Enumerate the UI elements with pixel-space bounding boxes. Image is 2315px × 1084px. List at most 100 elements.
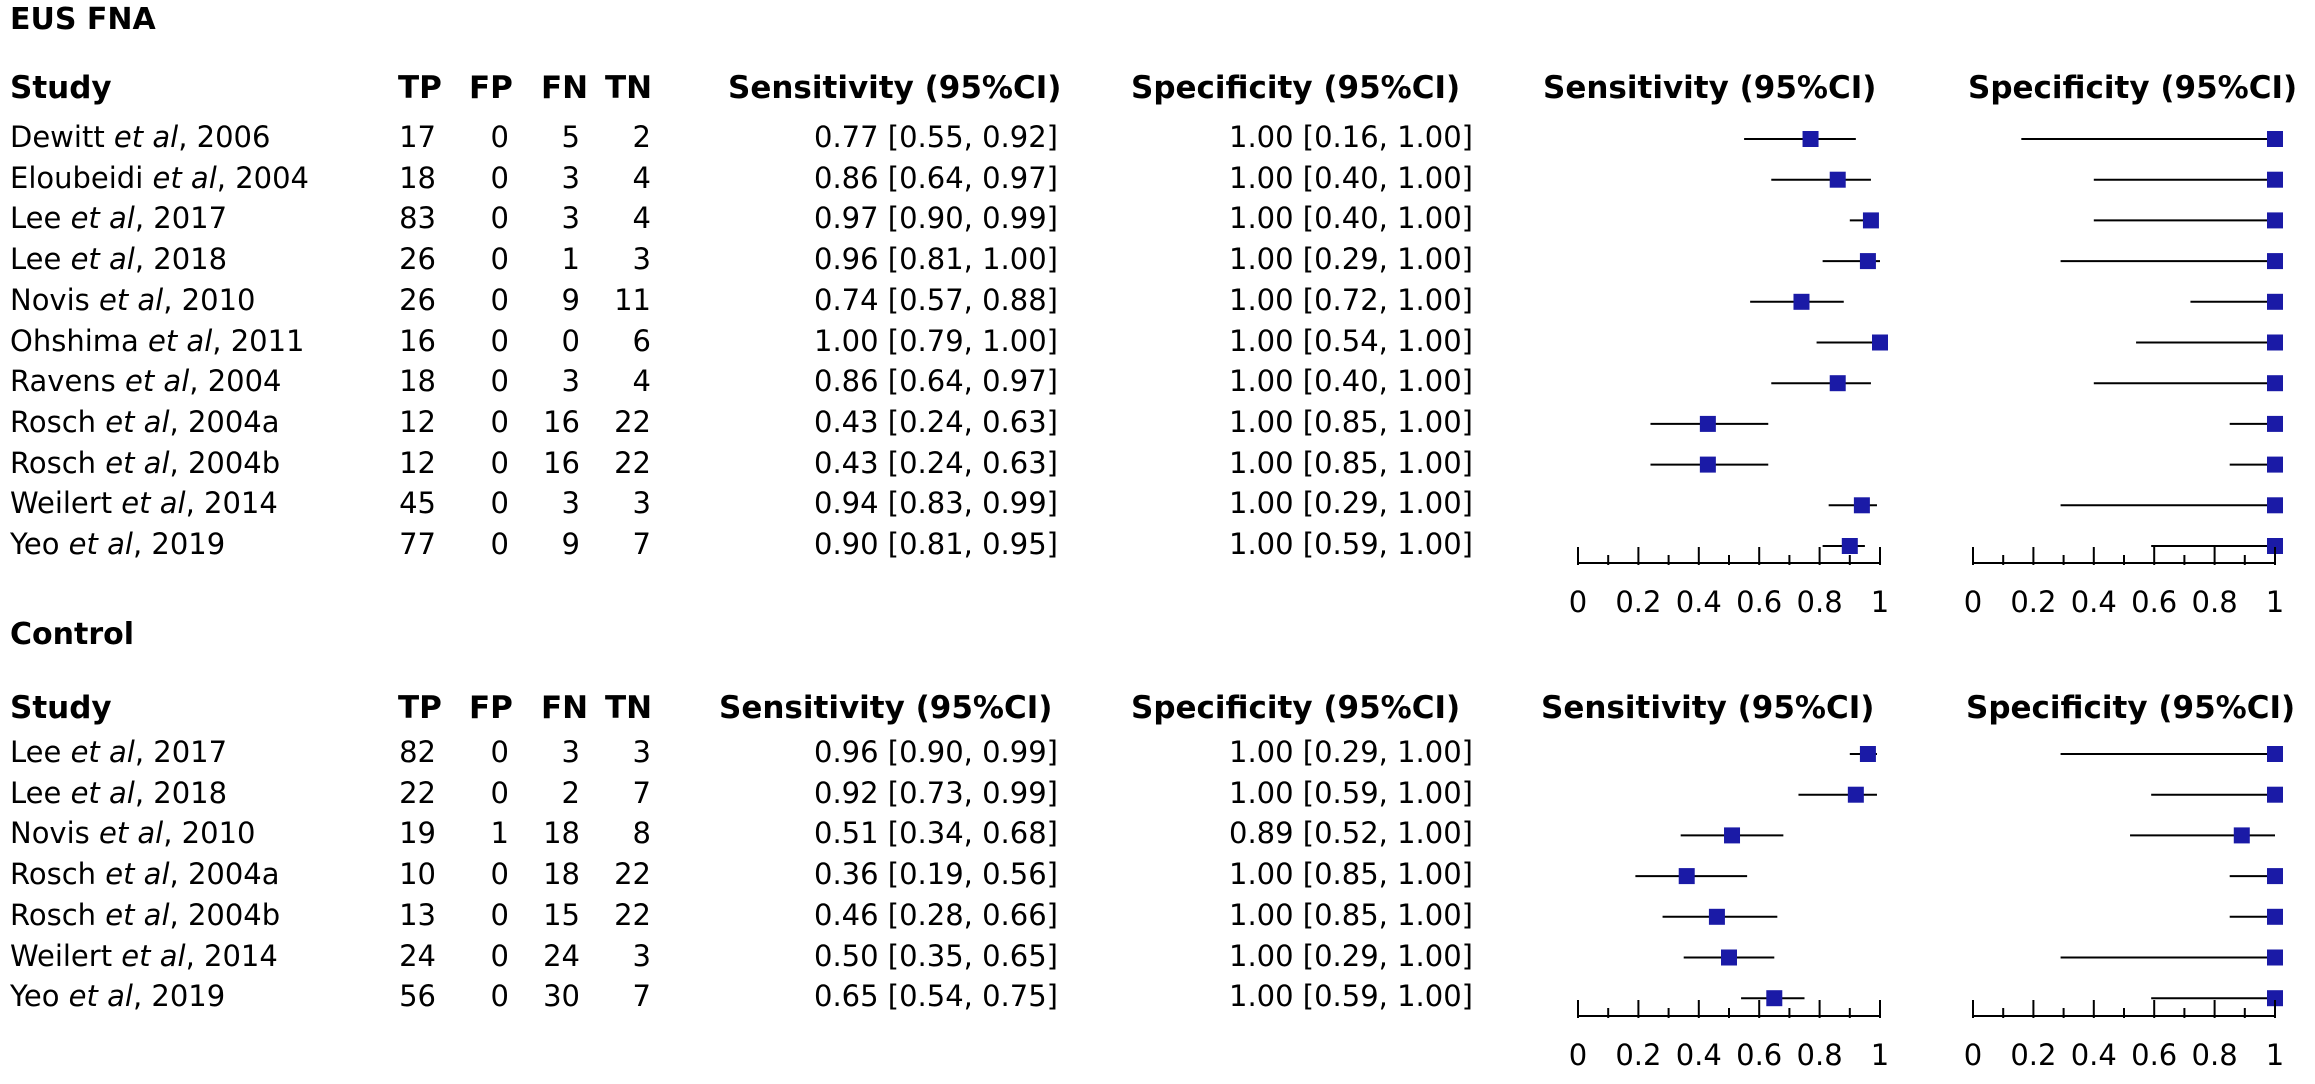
specificity-point-marker	[2267, 131, 2283, 147]
study-name: Novis et al, 2010	[10, 283, 256, 317]
study-etal: et al	[98, 282, 164, 317]
tn-value: 3	[632, 938, 651, 973]
study-etal: et al	[125, 364, 190, 399]
sens-axis-tick-label: 0.2	[1615, 1038, 1662, 1072]
sensitivity-ci-text: 1.00 [0.79, 1.00]	[814, 323, 1058, 358]
sensitivity-point-marker	[1699, 415, 1716, 432]
tn-value: 22	[614, 404, 651, 439]
tp-value: 12	[399, 404, 436, 439]
fn-value: 3	[561, 735, 580, 769]
specificity-point-marker	[2267, 212, 2283, 229]
sensitivity-ci-text: 0.97 [0.90, 0.99]	[814, 201, 1058, 236]
tn-value: 4	[632, 364, 651, 399]
study-author: Yeo	[10, 527, 69, 561]
study-etal: et al	[70, 242, 135, 277]
sens-axis-tick-label: 1	[1870, 1038, 1890, 1072]
sensitivity-point-marker	[1859, 746, 1876, 762]
fn-value: 18	[543, 816, 580, 851]
tn-value: 7	[632, 979, 651, 1014]
spec-axis-tick-label: 0.6	[2131, 585, 2178, 619]
spec-axis-tick-label: 0.8	[2191, 1038, 2238, 1072]
sensitivity-ci-text: 0.86 [0.64, 0.97]	[814, 364, 1058, 399]
tp-value: 26	[399, 282, 436, 317]
fn-value: 16	[543, 445, 580, 480]
study-author: Rosch	[10, 404, 106, 439]
spec-axis-tick-label: 0.2	[2010, 1038, 2057, 1072]
study-year: , 2019	[132, 527, 226, 561]
fp-value: 0	[490, 857, 509, 892]
study-year: , 2011	[212, 323, 305, 358]
study-year: , 2014	[185, 486, 278, 521]
specificity-ci-text: 1.00 [0.59, 1.00]	[1229, 775, 1473, 810]
sens-axis-tick-label: 0.6	[1736, 1038, 1783, 1072]
fn-value: 1	[561, 242, 580, 277]
specificity-header: Specificity (95%CI)	[1131, 70, 1461, 106]
study-year: , 2017	[134, 735, 228, 769]
study-author: Ravens	[10, 364, 125, 399]
fn-value: 2	[561, 775, 580, 810]
study-author: Novis	[10, 816, 99, 851]
fp-value: 0	[490, 445, 509, 480]
specificity-ci-text: 1.00 [0.85, 1.00]	[1229, 445, 1473, 480]
study-year: , 2017	[134, 201, 228, 236]
sensitivity-ci-text: 0.74 [0.57, 0.88]	[814, 282, 1058, 317]
specificity-header: Specificity (95%CI)	[1131, 690, 1461, 726]
study-author: Rosch	[10, 897, 106, 932]
fp-value: 0	[490, 486, 509, 521]
tn-value: 22	[614, 857, 651, 892]
study-etal: et al	[105, 404, 170, 439]
specificity-point-marker	[2267, 456, 2283, 473]
tn-header: TN	[605, 690, 653, 726]
study-etal: et al	[121, 486, 186, 521]
spec-axis-tick-label: 0	[1963, 1038, 1983, 1072]
study-name: Lee et al, 2018	[10, 242, 227, 276]
sensitivity-ci-text: 0.43 [0.24, 0.63]	[814, 404, 1058, 439]
study-name: Rosch et al, 2004b	[10, 898, 280, 932]
sensitivity-point-marker	[1841, 538, 1858, 554]
specificity-ci-text: 1.00 [0.29, 1.00]	[1229, 938, 1473, 973]
sensitivity-point-marker	[1708, 908, 1725, 925]
study-etal: et al	[70, 735, 135, 769]
fp-value: 0	[490, 938, 509, 973]
study-year: , 2018	[134, 775, 228, 810]
sensitivity-ci-text: 0.92 [0.73, 0.99]	[814, 775, 1058, 810]
fn-header: FN	[541, 690, 589, 726]
spec-axis-tick-label: 0.4	[2070, 1038, 2117, 1072]
study-etal: et al	[105, 857, 170, 892]
specificity-ci-text: 1.00 [0.16, 1.00]	[1229, 120, 1473, 154]
study-year: , 2004	[189, 364, 282, 399]
sensitivity-header: Sensitivity (95%CI)	[728, 70, 1062, 106]
tp-value: 45	[399, 486, 436, 521]
study-etal: et al	[105, 897, 170, 932]
study-name: Ravens et al, 2004	[10, 364, 282, 398]
fp-value: 0	[490, 979, 509, 1014]
fn-value: 5	[561, 120, 580, 154]
tp-value: 22	[399, 775, 436, 810]
study-author: Novis	[10, 282, 99, 317]
study-year: , 2004a	[169, 404, 280, 439]
study-year: , 2006	[178, 120, 271, 154]
sensitivity-point-marker	[1829, 375, 1846, 392]
fn-value: 0	[561, 323, 580, 358]
tn-value: 8	[632, 816, 651, 851]
study-etal: et al	[70, 775, 135, 810]
specificity-ci-text: 1.00 [0.72, 1.00]	[1229, 282, 1473, 317]
tn-value: 22	[614, 445, 651, 480]
sensitivity-ci-text: 0.43 [0.24, 0.63]	[814, 445, 1058, 480]
study-author: Lee	[10, 242, 71, 277]
study-year: , 2004b	[169, 445, 281, 480]
tp-value: 77	[399, 527, 436, 561]
sensitivity-ci-text: 0.90 [0.81, 0.95]	[814, 527, 1058, 561]
fn-value: 3	[561, 364, 580, 399]
fp-value: 0	[490, 527, 509, 561]
spec-axis-tick-label: 0.6	[2131, 1038, 2178, 1072]
study-etal: et al	[121, 938, 186, 973]
plot-specificity-header: Specificity (95%CI)	[1968, 70, 2298, 106]
fn-value: 3	[561, 486, 580, 521]
specificity-ci-text: 1.00 [0.85, 1.00]	[1229, 897, 1473, 932]
study-name: Lee et al, 2017	[10, 201, 227, 235]
study-etal: et al	[70, 201, 135, 236]
sens-axis-tick-label: 1	[1870, 585, 1890, 619]
study-year: , 2004	[216, 160, 310, 195]
